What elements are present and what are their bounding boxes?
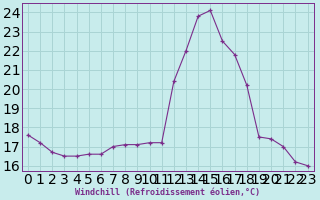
X-axis label: Windchill (Refroidissement éolien,°C): Windchill (Refroidissement éolien,°C) [75, 188, 260, 197]
